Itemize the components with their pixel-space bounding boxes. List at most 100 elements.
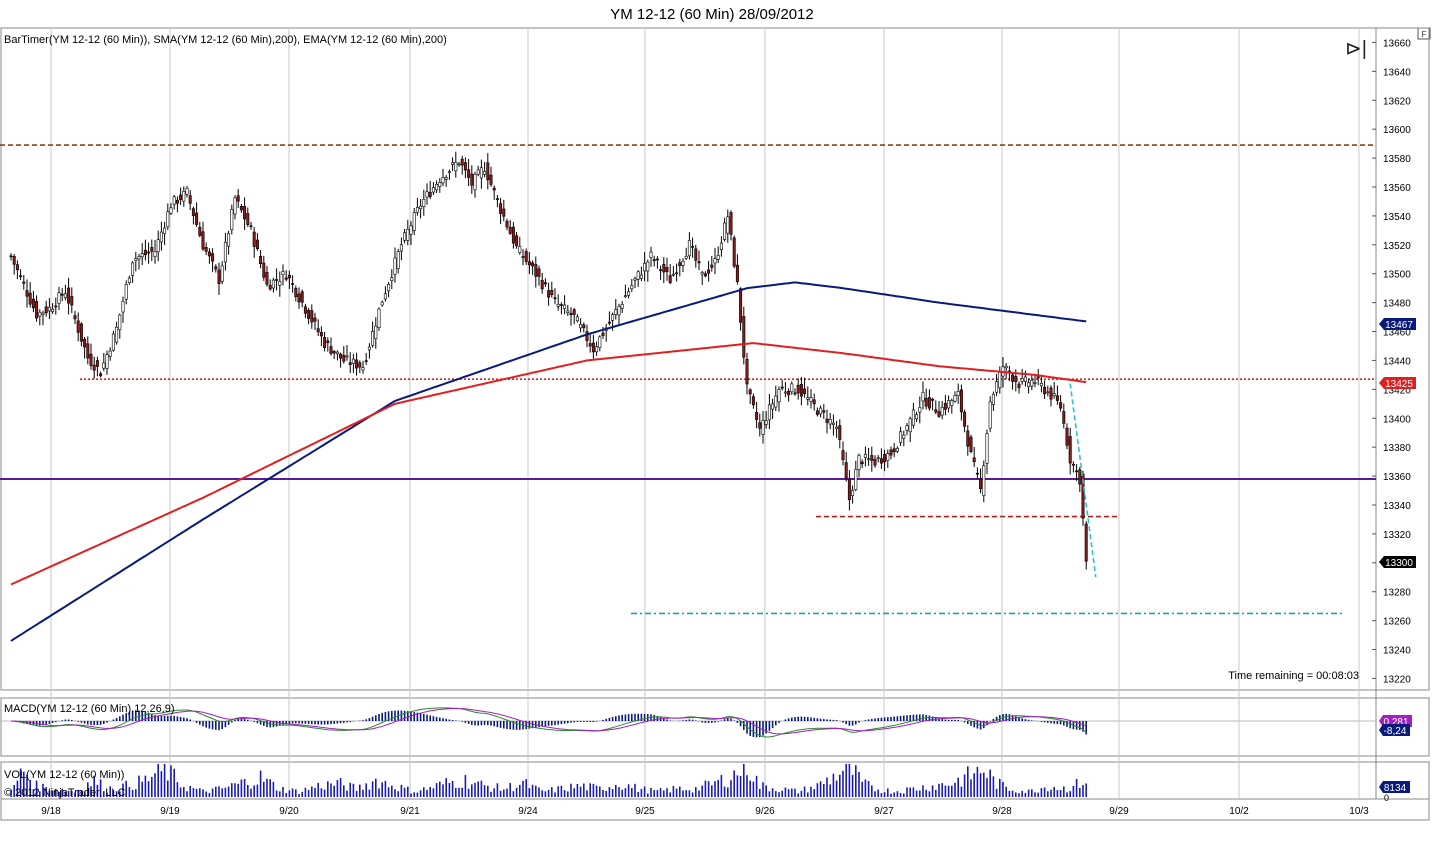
candle-body bbox=[265, 272, 269, 285]
price-axis[interactable]: 13220 13240 13260 13280 13300 13320 13340 13360… bbox=[1383, 38, 1411, 685]
candle-body bbox=[495, 198, 499, 200]
y-tick-label: 13640 bbox=[1383, 67, 1411, 78]
time-axis-frame bbox=[0, 798, 1430, 821]
candle-body bbox=[1055, 395, 1059, 401]
macd-panel bbox=[10, 707, 1087, 738]
y-tick-label: 13660 bbox=[1383, 38, 1411, 49]
candle-body bbox=[556, 303, 560, 307]
candle-body bbox=[540, 280, 544, 290]
candle-body bbox=[659, 269, 663, 271]
candle-body bbox=[1017, 383, 1021, 389]
candle-body bbox=[521, 256, 525, 258]
candle-body bbox=[707, 269, 711, 274]
candle-body bbox=[479, 167, 483, 179]
candle-body bbox=[975, 472, 979, 475]
time-axis[interactable]: 9/18 9/19 9/20 9/21 9/24 9/25 9/26 9/27 9/28 9/29… bbox=[41, 806, 1369, 817]
y-tick-label: 13260 bbox=[1383, 617, 1411, 628]
candle-body bbox=[1078, 469, 1082, 485]
candle-body bbox=[95, 360, 99, 367]
candle-body bbox=[476, 169, 480, 175]
candle-body bbox=[515, 235, 519, 247]
candle-body bbox=[323, 337, 327, 348]
svg-text:13467: 13467 bbox=[1385, 320, 1413, 331]
candle-body bbox=[844, 462, 848, 478]
candle-body bbox=[28, 292, 32, 305]
candle-body bbox=[143, 249, 147, 256]
x-tick-label: 9/26 bbox=[755, 806, 775, 817]
candle-body bbox=[54, 305, 58, 308]
candle-body bbox=[585, 331, 589, 342]
y-tick-label: 13320 bbox=[1383, 530, 1411, 541]
x-tick-label: 9/29 bbox=[1109, 806, 1129, 817]
candle-body bbox=[793, 392, 797, 395]
ema-badge: 13425 bbox=[1379, 377, 1416, 390]
candle-body bbox=[841, 450, 845, 460]
x-tick-label: 9/28 bbox=[992, 806, 1012, 817]
y-tick-label: 13480 bbox=[1383, 299, 1411, 310]
candle-body bbox=[63, 293, 67, 298]
autoscroll-icon[interactable]: ⊳| bbox=[1345, 38, 1367, 60]
drawn-horizontal-lines[interactable] bbox=[0, 144, 1376, 615]
candle-body bbox=[255, 239, 259, 249]
candle-body bbox=[780, 386, 784, 389]
candle-body bbox=[243, 206, 247, 220]
candle-body bbox=[249, 225, 253, 228]
candle-body bbox=[191, 208, 195, 216]
candle-body bbox=[860, 461, 864, 465]
candle-body bbox=[150, 247, 154, 252]
candle-body bbox=[15, 264, 19, 271]
y-tick-label: 13360 bbox=[1383, 472, 1411, 483]
candle-body bbox=[115, 326, 119, 343]
candle-body bbox=[1043, 386, 1047, 395]
candle-body bbox=[655, 258, 659, 261]
candle-body bbox=[927, 397, 931, 409]
candle-body bbox=[31, 298, 35, 309]
candle-body bbox=[486, 162, 490, 181]
candle-body bbox=[911, 409, 915, 426]
y-tick-label: 13340 bbox=[1383, 501, 1411, 512]
candle-body bbox=[623, 295, 627, 298]
candle-body bbox=[835, 426, 839, 429]
candle-body bbox=[643, 262, 647, 272]
candle-body bbox=[217, 269, 221, 285]
candle-body bbox=[1084, 523, 1088, 562]
candle-body bbox=[694, 248, 698, 261]
candle-body bbox=[921, 392, 925, 402]
candle-body bbox=[579, 324, 583, 329]
candle-body bbox=[995, 381, 999, 393]
candle-body bbox=[169, 207, 173, 214]
trendline[interactable] bbox=[1069, 383, 1097, 578]
candle-body bbox=[937, 411, 941, 417]
candle-body bbox=[687, 240, 691, 257]
candle-body bbox=[409, 225, 413, 235]
candle-body bbox=[259, 255, 263, 265]
candle-body bbox=[182, 190, 186, 202]
candle-body bbox=[815, 410, 819, 415]
candle-body bbox=[857, 455, 861, 470]
candle-body bbox=[403, 232, 407, 241]
candle-body bbox=[383, 293, 387, 300]
candle-body bbox=[630, 285, 634, 290]
candle-body bbox=[713, 258, 717, 264]
candle-body bbox=[278, 281, 282, 286]
candle-body bbox=[419, 205, 423, 210]
y-tick-label: 13220 bbox=[1383, 674, 1411, 685]
candle-body bbox=[390, 277, 394, 281]
candle-body bbox=[886, 453, 890, 461]
candle-body bbox=[246, 213, 250, 225]
candle-body bbox=[639, 274, 643, 279]
candle-body bbox=[998, 371, 1002, 389]
y-tick-label: 13580 bbox=[1383, 154, 1411, 165]
candle-body bbox=[595, 346, 599, 353]
candle-body bbox=[518, 246, 522, 253]
candle-body bbox=[924, 397, 928, 407]
time-remaining: Time remaining = 00:08:03 bbox=[1228, 670, 1359, 682]
candle-body bbox=[873, 459, 877, 466]
candle-body bbox=[137, 256, 141, 260]
candle-body bbox=[591, 342, 595, 353]
candle-body bbox=[214, 266, 218, 270]
candle-body bbox=[598, 336, 602, 349]
candle-body bbox=[953, 395, 957, 402]
candle-body bbox=[156, 239, 160, 253]
